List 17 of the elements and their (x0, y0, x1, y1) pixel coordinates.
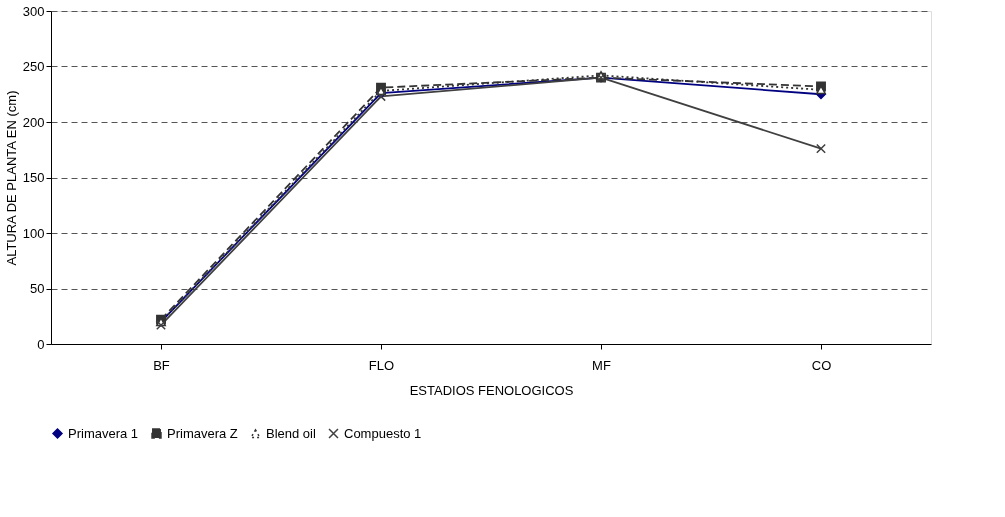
y-axis-title: ALTURA DE PLANTA EN (cm) (3, 90, 19, 266)
y-tick-label: 150 (22, 170, 45, 185)
y-tick-label: 250 (22, 59, 45, 74)
y-tick-label: 0 (37, 336, 45, 352)
x-tick-label: FLO (368, 357, 395, 373)
legend-label: Compuesto 1 (344, 425, 422, 441)
y-tick-label: 200 (22, 114, 45, 130)
x-tick-label: MF (592, 357, 611, 373)
y-tick-label: 300 (22, 3, 45, 19)
y-tick-label: 100 (22, 225, 45, 241)
x-tick-label: BF (153, 357, 170, 373)
legend-label: Blend oil (266, 425, 316, 441)
legend-label: Primavera Z (167, 425, 238, 441)
x-axis-title: ESTADIOS FENOLOGICOS (409, 382, 574, 398)
legend-label: Primavera 1 (68, 425, 139, 441)
y-tick-label: 50 (30, 281, 45, 296)
x-tick-label: CO (811, 357, 832, 373)
